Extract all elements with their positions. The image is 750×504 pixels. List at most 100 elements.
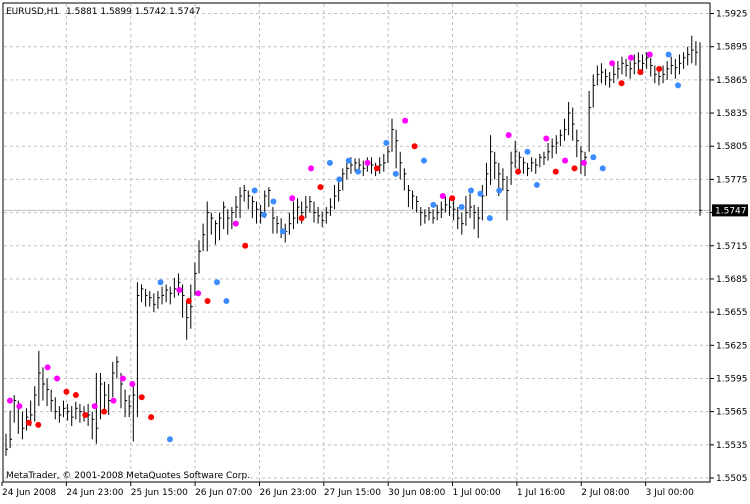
signal-marker bbox=[148, 414, 155, 421]
y-tick-label: 1.5595 bbox=[716, 374, 748, 384]
signal-marker bbox=[430, 201, 437, 208]
signal-marker bbox=[590, 154, 597, 161]
signal-marker bbox=[392, 170, 399, 177]
signal-marker bbox=[72, 392, 79, 399]
signal-marker bbox=[91, 403, 98, 410]
signal-marker bbox=[213, 279, 220, 286]
signal-marker bbox=[524, 148, 531, 155]
signal-marker bbox=[580, 159, 587, 166]
time-axis[interactable]: 24 Jun 2008 24 Jun 23:00 25 Jun 15:00 26 Ju… bbox=[1, 482, 695, 498]
signal-marker bbox=[251, 187, 258, 194]
x-tick-label: 24 Jun 23:00 bbox=[66, 488, 123, 498]
signal-marker bbox=[618, 80, 625, 87]
price-axis[interactable]: 1.5925 1.5895 1.5865 1.5835 1.5805 1.5775 1.57… bbox=[710, 10, 748, 484]
signal-marker bbox=[204, 298, 211, 305]
signal-marker bbox=[515, 168, 522, 175]
signal-marker bbox=[195, 290, 202, 297]
y-tick-label: 1.5625 bbox=[716, 341, 748, 351]
signal-marker bbox=[449, 195, 456, 202]
signal-marker bbox=[119, 375, 126, 382]
signal-marker bbox=[646, 51, 653, 58]
signal-marker bbox=[364, 159, 371, 166]
signal-marker bbox=[345, 157, 352, 164]
y-tick-label: 1.5865 bbox=[716, 76, 748, 86]
y-tick-label: 1.5655 bbox=[716, 308, 748, 318]
y-tick-label: 1.5535 bbox=[716, 441, 748, 451]
signal-marker bbox=[552, 168, 559, 175]
signal-marker bbox=[609, 60, 616, 67]
signal-marker bbox=[439, 193, 446, 199]
signal-marker bbox=[411, 143, 418, 150]
y-tick-label: 1.5775 bbox=[716, 175, 748, 185]
symbol-timeframe: EURUSD,H1 bbox=[6, 7, 59, 17]
signal-marker bbox=[138, 394, 145, 401]
current-price-label: 1.5747 bbox=[715, 206, 747, 216]
x-tick-label: 2 Jul 08:00 bbox=[581, 488, 630, 498]
signal-marker bbox=[458, 204, 465, 211]
y-tick-label: 1.5805 bbox=[716, 142, 748, 152]
signal-marker bbox=[675, 82, 681, 89]
signal-marker bbox=[54, 375, 61, 382]
signal-marker bbox=[373, 165, 380, 172]
signal-marker bbox=[562, 157, 569, 164]
signal-marker bbox=[402, 117, 409, 124]
y-tick-label: 1.5505 bbox=[716, 474, 748, 484]
signal-marker bbox=[166, 436, 173, 443]
signal-marker bbox=[176, 287, 183, 293]
x-tick-label: 26 Jun 07:00 bbox=[195, 488, 252, 498]
signal-marker bbox=[101, 408, 108, 415]
signal-marker bbox=[261, 211, 268, 218]
signal-marker bbox=[242, 242, 249, 249]
signal-marker bbox=[665, 51, 672, 58]
signal-marker bbox=[571, 165, 578, 172]
signal-marker bbox=[505, 132, 512, 139]
grid bbox=[4, 4, 710, 482]
copyright-text: MetaTrader, © 2001-2008 MetaQuotes Softw… bbox=[6, 471, 250, 481]
signal-marker bbox=[599, 165, 606, 172]
signal-marker bbox=[44, 364, 51, 371]
signal-marker bbox=[25, 419, 32, 426]
y-tick-label: 1.5925 bbox=[716, 10, 748, 20]
signal-marker bbox=[326, 159, 333, 166]
signal-marker bbox=[317, 184, 324, 191]
signal-marker bbox=[270, 198, 277, 205]
signal-marker bbox=[110, 397, 117, 404]
chart-frame bbox=[2, 2, 711, 483]
signal-marker bbox=[496, 187, 503, 194]
signal-marker bbox=[543, 135, 550, 142]
signal-marker bbox=[383, 139, 390, 146]
ohlc-values: 1.5881 1.5899 1.5742 1.5747 bbox=[66, 7, 201, 17]
signal-marker bbox=[185, 298, 192, 305]
x-tick-label: 24 Jun 2008 bbox=[2, 488, 56, 498]
signal-marker bbox=[477, 190, 484, 197]
signal-marker bbox=[289, 195, 296, 202]
signal-marker bbox=[468, 187, 475, 194]
y-tick-label: 1.5835 bbox=[716, 109, 748, 119]
y-tick-label: 1.5895 bbox=[716, 43, 748, 53]
signal-marker bbox=[533, 181, 540, 188]
signal-marker bbox=[223, 298, 230, 305]
signal-marker bbox=[486, 215, 493, 222]
signal-marker bbox=[16, 403, 23, 410]
signal-marker bbox=[129, 381, 136, 387]
x-tick-label: 27 Jun 15:00 bbox=[324, 488, 381, 498]
signal-marker bbox=[298, 215, 305, 222]
signal-marker bbox=[232, 220, 239, 227]
x-tick-label: 25 Jun 15:00 bbox=[131, 488, 188, 498]
x-tick-label: 30 Jun 08:00 bbox=[388, 488, 445, 498]
signal-marker bbox=[656, 65, 663, 72]
current-price-box bbox=[712, 204, 748, 217]
signal-marker bbox=[420, 157, 427, 164]
x-tick-label: 3 Jul 00:00 bbox=[646, 488, 695, 498]
signal-marker bbox=[7, 397, 13, 404]
signal-marker bbox=[355, 168, 362, 175]
signal-marker bbox=[336, 176, 343, 183]
y-tick-label: 1.5715 bbox=[716, 242, 748, 252]
signal-marker bbox=[627, 54, 634, 61]
y-tick-label: 1.5565 bbox=[716, 408, 748, 418]
signal-marker bbox=[35, 421, 42, 428]
signal-marker bbox=[157, 279, 164, 286]
